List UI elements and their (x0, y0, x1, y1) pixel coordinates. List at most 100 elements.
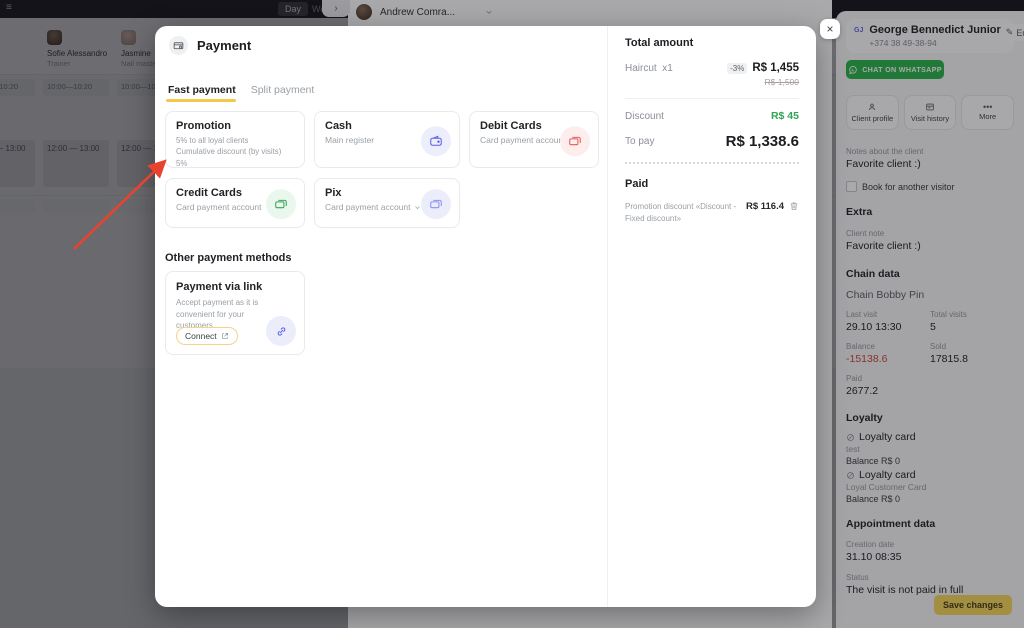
account-selector[interactable]: Card payment account (325, 202, 449, 212)
payment-summary: Total amount Haircut x1 -3% R$ 1,455 R$ … (625, 37, 799, 224)
item-qty: x1 (662, 62, 673, 74)
paid-row: Promotion discount «Discount - Fixed dis… (625, 201, 799, 224)
summary-line-item: Haircut x1 -3% R$ 1,455 (625, 62, 799, 74)
client-sidebar: GJ George Bennedict Junior +374 38 49-38… (836, 11, 1024, 628)
modal-title: Payment (197, 38, 252, 53)
edit-client-button[interactable]: ✎Edit (1000, 24, 1024, 41)
other-methods-heading: Other payment methods (165, 252, 292, 264)
chain-name: Chain Bobby Pin (846, 289, 925, 301)
debit-card-icon (560, 125, 590, 156)
staff-column-header[interactable]: Sofie Alessandro Trainer (39, 30, 113, 68)
time-slot-chip (0, 199, 35, 213)
loyalty-card-icon (847, 433, 854, 441)
external-link-icon (221, 333, 228, 339)
time-slot-chip[interactable]: 10:00—10:20 (43, 79, 109, 96)
chain-stats-row: Last visit 29.10 13:30 Total visits 5 (846, 310, 1014, 333)
tab-fast-payment[interactable]: Fast payment (168, 84, 236, 96)
loyalty-card-row: Loyalty card (846, 469, 1014, 481)
menu-icon[interactable]: ≡ (6, 2, 12, 13)
paid-value: 2677.2 (846, 385, 879, 397)
loyalty-card-subtitle: Loyal Customer Card (846, 482, 927, 492)
promotion-line: 5% (176, 158, 188, 168)
client-full-name: George Bennedict Junior (869, 24, 1001, 36)
payment-icon (169, 36, 188, 55)
time-slot-chip[interactable]: 10:00—10:20 (0, 79, 35, 96)
paid-item-value: R$ 116.4 (745, 201, 784, 212)
appointment-block[interactable]: 12:00 — 13:00 (0, 140, 35, 187)
balance-value: -15138.6 (846, 353, 888, 365)
active-tab-underline (166, 99, 236, 102)
total-visits-label: Total visits (930, 310, 967, 319)
promotion-line: Cumulative discount (by visits) (176, 147, 282, 157)
dotted-divider (625, 162, 799, 164)
loyalty-card-subtitle: test (846, 444, 860, 454)
payment-methods-grid: Promotion 5% to all loyal clients Cumula… (165, 111, 601, 228)
promotion-line: 5% to all loyal clients (176, 136, 249, 145)
staff-name: Jasmine (121, 49, 151, 58)
chain-data-heading: Chain data (846, 268, 900, 280)
person-icon (869, 103, 876, 111)
client-name: Andrew Comra... (380, 6, 456, 18)
book-another-visitor-row[interactable]: Book for another visitor (846, 181, 1014, 192)
client-phone: +374 38 49-38-94 (869, 38, 937, 48)
visit-history-button[interactable]: Visit history (903, 95, 957, 130)
chain-stats-row: Balance -15138.6 Sold 17815.8 (846, 342, 1014, 365)
link-description: Accept payment as it is convenient for y… (176, 298, 259, 331)
client-note-value: Favorite client :) (846, 240, 921, 252)
view-tab-day[interactable]: Day (278, 2, 308, 16)
trash-icon[interactable] (789, 201, 799, 211)
balance-label: Balance (846, 342, 875, 351)
pix-icon (421, 189, 451, 220)
last-visit-value: 29.10 13:30 (846, 321, 902, 333)
collapse-arrow-button[interactable]: › (322, 0, 350, 17)
connect-button[interactable]: Connect (176, 327, 238, 345)
pix-card[interactable]: Pix Card payment account (314, 178, 460, 228)
credit-card-icon (266, 189, 296, 220)
pencil-icon: ✎ (1005, 27, 1014, 37)
sidebar-actions-row: Client profile Visit history ••• More (846, 95, 1015, 130)
checkbox[interactable] (846, 181, 857, 192)
chevron-down-icon (414, 205, 420, 209)
notes-value: Favorite client :) (846, 158, 921, 170)
creation-date-label: Creation date (846, 540, 895, 549)
more-button[interactable]: ••• More (961, 95, 1015, 130)
to-pay-row: To pay R$ 1,338.6 (625, 133, 799, 150)
summary-divider (607, 26, 608, 607)
tab-split-payment[interactable]: Split payment (250, 84, 315, 96)
cash-card[interactable]: Cash Main register (314, 111, 460, 168)
divider (625, 98, 799, 99)
save-changes-button[interactable]: Save changes (933, 595, 1012, 615)
payment-tabs: Fast payment Split payment (168, 84, 314, 96)
whatsapp-chat-button[interactable]: CHAT ON WHATSAPP (846, 60, 944, 79)
ellipsis-icon: ••• (982, 102, 993, 112)
staff-column-header[interactable]: Jasmine Nail master (113, 30, 187, 68)
promotion-card[interactable]: Promotion 5% to all loyal clients Cumula… (165, 111, 305, 168)
client-note-label: Client note (846, 229, 885, 238)
chevron-down-icon[interactable] (485, 8, 493, 16)
staff-avatar (47, 30, 62, 45)
debit-cards-card[interactable]: Debit Cards Card payment account (469, 111, 599, 168)
credit-cards-card[interactable]: Credit Cards Card payment account (165, 178, 305, 228)
close-modal-button[interactable]: × (820, 19, 840, 39)
loyalty-card-row: Loyalty card (846, 431, 1014, 443)
discount-badge: -3% (727, 62, 748, 74)
status-value: The visit is not paid in full (846, 584, 964, 596)
cash-register: Main register (325, 135, 375, 145)
appointment-client-header[interactable]: Andrew Comra... (356, 4, 493, 20)
item-price: R$ 1,455 (752, 62, 799, 74)
notes-label: Notes about the client (846, 147, 924, 156)
item-old-price: R$ 1,500 (764, 77, 800, 87)
total-visits-value: 5 (930, 321, 936, 333)
client-profile-button[interactable]: Client profile (846, 95, 899, 130)
status-label: Status (846, 573, 869, 582)
discount-value: R$ 45 (770, 110, 799, 122)
checkbox-label: Book for another visitor (862, 181, 955, 192)
wallet-icon (421, 125, 451, 156)
staff-role: Trainer (47, 59, 71, 68)
client-header-card: GJ George Bennedict Junior +374 38 49-38… (846, 19, 1024, 53)
payment-via-link-card[interactable]: Payment via link Accept payment as it is… (165, 271, 305, 355)
appointment-data-heading: Appointment data (846, 518, 936, 530)
creation-date-value: 31.10 08:35 (846, 551, 902, 563)
history-card-icon (926, 103, 934, 111)
sold-label: Sold (930, 342, 947, 351)
